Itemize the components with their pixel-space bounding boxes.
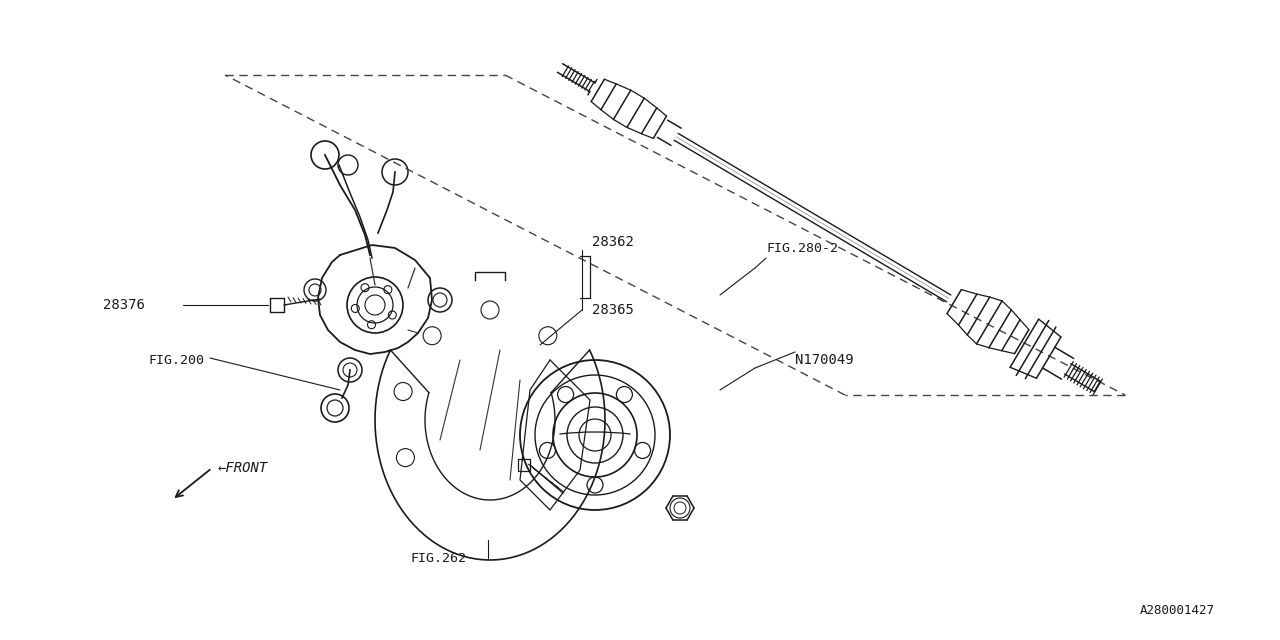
Text: 28362: 28362 <box>591 235 634 249</box>
Text: A280001427: A280001427 <box>1140 604 1215 616</box>
Text: N170049: N170049 <box>795 353 854 367</box>
Text: 28376: 28376 <box>102 298 145 312</box>
Text: FIG.262: FIG.262 <box>410 552 466 564</box>
Text: 28365: 28365 <box>591 303 634 317</box>
Text: FIG.200: FIG.200 <box>148 353 204 367</box>
Text: ←FRONT: ←FRONT <box>218 461 269 475</box>
Text: FIG.280-2: FIG.280-2 <box>765 241 838 255</box>
